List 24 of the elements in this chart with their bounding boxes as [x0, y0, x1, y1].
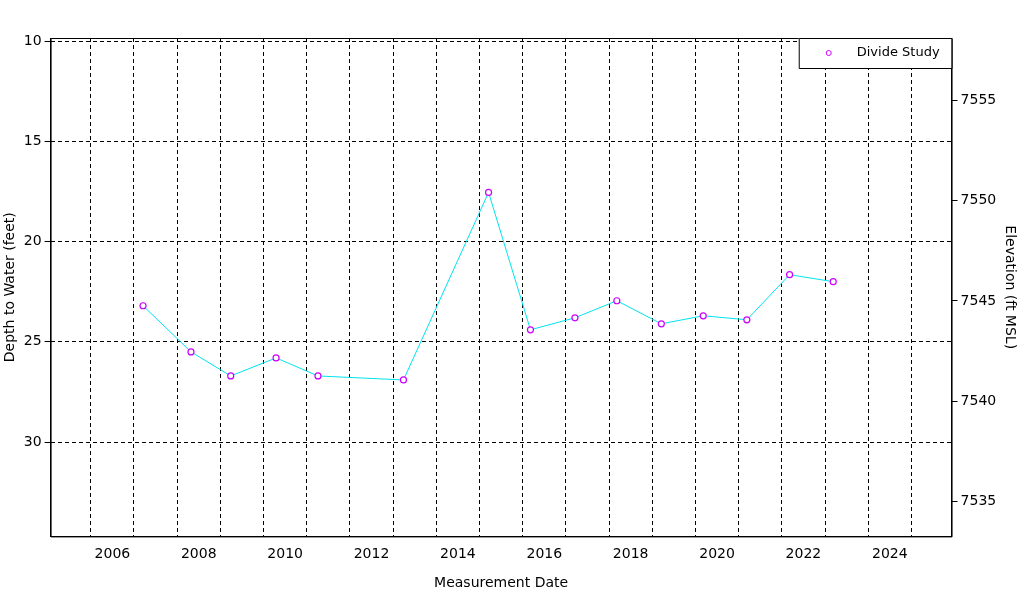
legend-label: Divide Study — [856, 44, 940, 60]
y2-tick-label: 7540 — [960, 391, 997, 408]
y-axis-title: Depth to Water (feet) — [1, 212, 18, 363]
y2-tick-label: 7545 — [960, 291, 997, 308]
y-tick-label: 30 — [23, 432, 42, 449]
y2-axis-title: Elevation (ft MSL) — [1002, 225, 1019, 350]
y2-tick-label: 7550 — [960, 191, 997, 208]
x-tick-label: 2008 — [180, 545, 217, 562]
x-axis-title: Measurement Date — [434, 574, 569, 591]
x-tick-label: 2022 — [785, 545, 822, 562]
x-tick-label: 2012 — [353, 545, 390, 562]
y2-tick-label: 7535 — [960, 492, 997, 509]
y-tick-label: 15 — [23, 131, 42, 148]
y-tick-label: 20 — [23, 232, 42, 249]
y-tick-label: 25 — [23, 332, 42, 349]
x-tick-label: 2024 — [871, 545, 908, 562]
x-tick-label: 2018 — [612, 545, 649, 562]
x-tick-label: 2014 — [440, 545, 476, 562]
x-tick-label: 2006 — [94, 545, 131, 562]
y-tick-label: 10 — [23, 31, 42, 48]
y2-tick-label: 7555 — [960, 91, 997, 108]
x-tick-label: 2016 — [526, 545, 563, 562]
x-tick-label: 2020 — [699, 545, 735, 562]
x-tick-label: 2010 — [267, 545, 303, 562]
